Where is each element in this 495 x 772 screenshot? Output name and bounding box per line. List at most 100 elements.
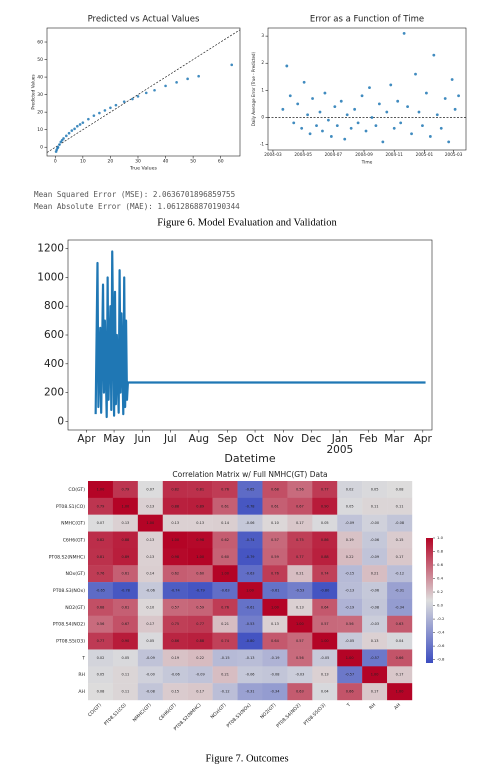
y-tick-label: 0	[40, 145, 43, 151]
cell-label: 0.81	[196, 487, 204, 491]
scatter-point	[396, 99, 400, 103]
row-label: T	[81, 655, 85, 661]
x-tick-label: Jun	[133, 433, 150, 445]
scatter-point	[333, 105, 337, 109]
cell-label: 0.89	[196, 504, 204, 508]
cell-label: 0.56	[346, 622, 354, 626]
cell-label: 0.14	[146, 572, 155, 576]
cell-label: 0.74	[221, 639, 230, 643]
scatter-point	[230, 63, 234, 67]
heatmap-cell	[237, 531, 263, 549]
heatmap-cell	[237, 649, 263, 667]
cell-label: -0.78	[121, 589, 130, 593]
y-tick-label: 30	[37, 92, 43, 98]
cell-label: 1.00	[221, 572, 229, 576]
cell-label: -0.79	[196, 589, 205, 593]
heatmap-cell	[262, 683, 288, 701]
scatter-point	[288, 94, 292, 98]
cell-label: -0.34	[395, 605, 405, 609]
cell-label: -0.12	[221, 690, 230, 694]
y-tick-label: 1200	[37, 243, 64, 255]
scatter-point	[321, 129, 324, 133]
heatmap-cell	[237, 481, 263, 499]
heatmap-cell	[137, 615, 163, 633]
heatmap-cell	[112, 565, 139, 583]
heatmap-cell	[88, 497, 114, 515]
cell-label: 0.13	[371, 639, 379, 643]
cell-label: 0.76	[221, 487, 229, 491]
data-line	[94, 250, 426, 419]
x-axis-label: True Values	[129, 166, 157, 172]
scatter-point	[197, 74, 200, 78]
scatter-point	[428, 135, 432, 138]
heatmap-cell	[387, 598, 413, 616]
heatmap-cell	[237, 514, 263, 532]
reference-line	[46, 29, 241, 153]
scatter-point	[381, 140, 385, 144]
scatter-point	[389, 83, 393, 87]
heatmap-cell	[112, 514, 139, 532]
x-tick-label: 2005-01	[416, 152, 434, 157]
heatmap-cell	[112, 582, 139, 600]
row-label: CO(GT)	[68, 487, 85, 493]
row-label: AH	[78, 689, 85, 695]
cell-label: -0.06	[171, 673, 180, 677]
heatmap-cell	[187, 565, 213, 583]
cell-label: 0.13	[321, 673, 329, 677]
heatmap-cell	[187, 497, 213, 515]
scatter-point	[377, 102, 381, 106]
heatmap-cell	[262, 565, 288, 583]
cell-label: 0.57	[271, 538, 279, 542]
cell-label: 0.59	[196, 605, 204, 609]
heatmap-cell	[237, 548, 263, 566]
heatmap-cell	[162, 548, 188, 566]
cell-label: -0.08	[270, 673, 279, 677]
cell-label: 0.17	[196, 690, 204, 694]
column-label: NOx(GT)	[209, 702, 227, 720]
cell-label: -0.34	[270, 690, 280, 694]
scatter-point	[425, 91, 428, 95]
cell-label: -0.19	[270, 656, 279, 660]
scatter-point	[368, 86, 371, 90]
heatmap-cell	[212, 683, 238, 701]
chart-title: Error as a Function of Time	[310, 15, 424, 25]
heatmap-cell	[112, 683, 139, 701]
scatter-point	[364, 129, 368, 133]
figure-caption: Figure 7. Outcomes	[205, 753, 288, 764]
cell-label: 0.57	[171, 605, 179, 609]
x-tick-label: Apr	[77, 433, 96, 445]
heatmap-cell	[112, 632, 139, 650]
heatmap-cell	[287, 615, 313, 633]
cell-label: 0.08	[97, 690, 105, 694]
cell-label: -0.65	[245, 487, 254, 491]
heatmap-cell	[387, 497, 413, 515]
colorbar-tick-label: 0.8	[437, 549, 444, 554]
heatmap-cell	[312, 632, 338, 650]
cell-label: 0.61	[121, 572, 129, 576]
scatter-point	[318, 110, 322, 114]
heatmap-cell	[287, 632, 313, 650]
heatmap-cell	[88, 615, 114, 633]
heatmap-cell	[287, 565, 313, 583]
scatter-point	[326, 118, 330, 122]
cell-label: 0.62	[221, 538, 229, 542]
cell-label: -0.08	[370, 605, 379, 609]
cell-label: 0.77	[296, 555, 304, 559]
heatmap-cell	[362, 565, 388, 583]
column-label: NMHC(GT)	[132, 702, 153, 723]
cell-label: 0.56	[97, 622, 105, 626]
heatmap-cell	[312, 683, 338, 701]
scatter-point	[374, 124, 378, 127]
heatmap-cell	[362, 481, 388, 499]
cell-label: -0.08	[146, 690, 155, 694]
heatmap-cell	[162, 598, 188, 616]
colorbar-tick-label: 0.4	[437, 576, 444, 581]
colorbar-tick-label: 1.0	[437, 535, 444, 540]
x-tick-label: 2004-03	[264, 152, 282, 157]
cell-label: 0.19	[171, 656, 179, 660]
cell-label: 1.00	[97, 487, 105, 491]
heatmap-cell	[387, 666, 413, 684]
heatmap-cell	[337, 683, 363, 701]
cell-label: 0.05	[346, 504, 354, 508]
